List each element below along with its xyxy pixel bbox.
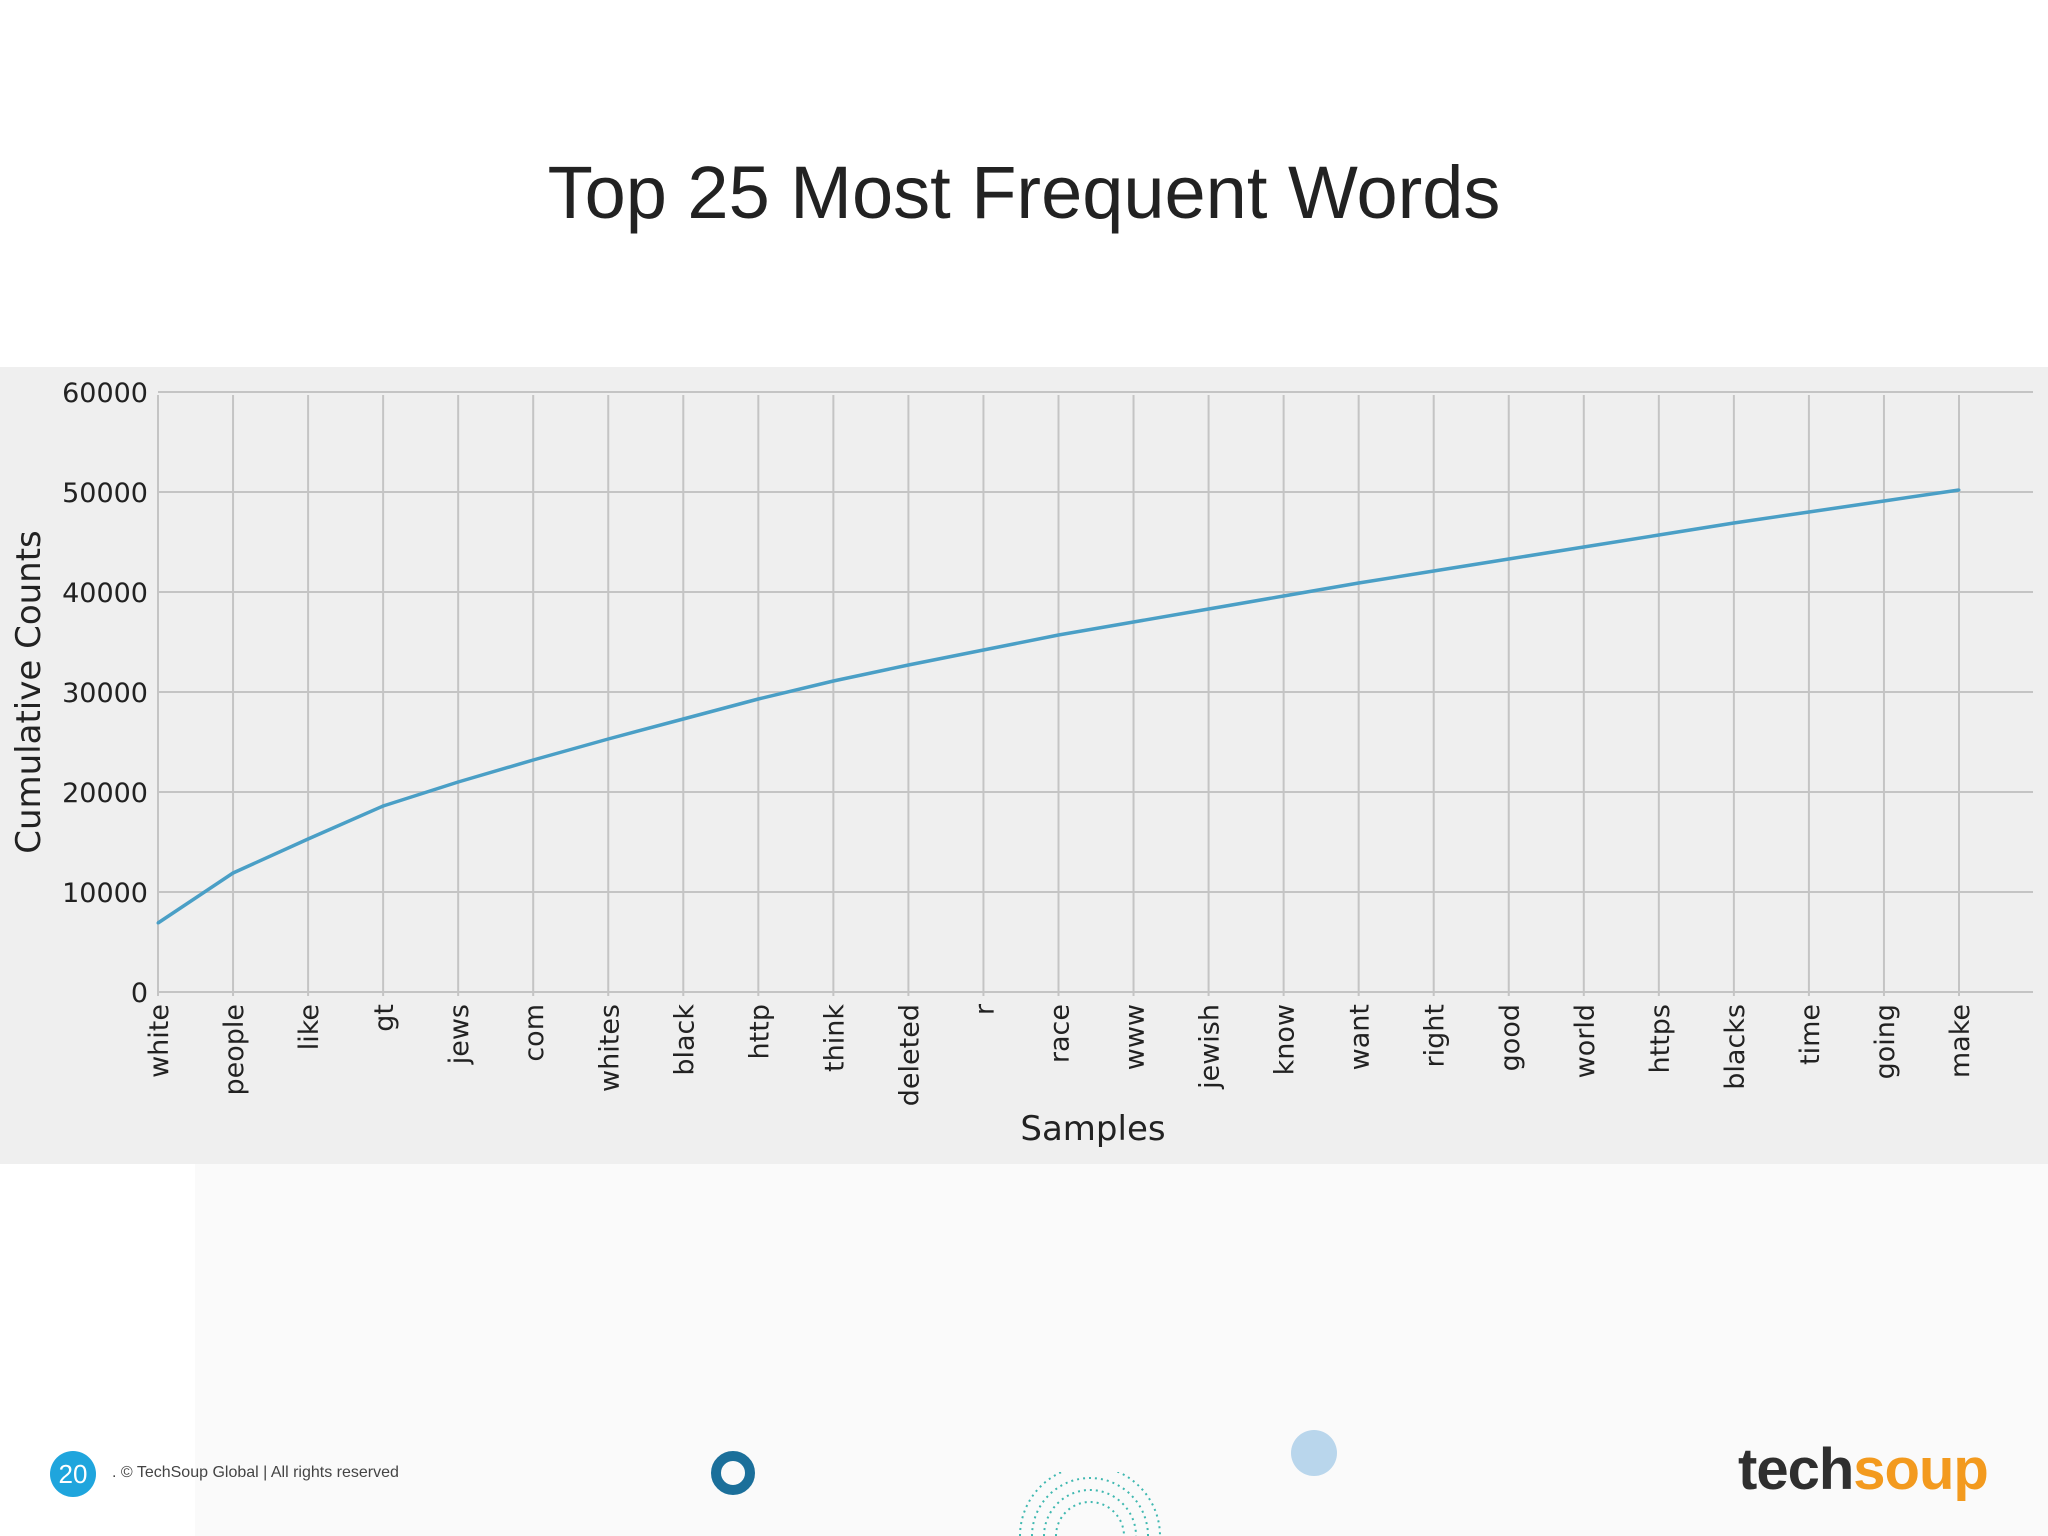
data-point: [906, 663, 910, 667]
data-point: [1207, 607, 1211, 611]
x-tick-label: www: [1120, 1004, 1151, 1070]
y-axis-title: Cumulative Counts: [9, 530, 49, 854]
x-tick-label: white: [144, 1004, 175, 1078]
x-tick-label: com: [519, 1004, 550, 1062]
line-chart: 0 10000 20000 30000 40000 50000 60000 white peo…: [9, 378, 2033, 1149]
data-point: [606, 737, 610, 741]
logo-text-tech: tech: [1738, 1437, 1854, 1502]
ring-decoration-icon: [711, 1451, 755, 1495]
y-tick-label: 60000: [62, 378, 148, 409]
data-point: [231, 871, 235, 875]
dotted-arcs-decoration-icon: [1019, 1472, 1161, 1536]
data-point: [531, 758, 535, 762]
grid-layer: [157, 391, 2033, 996]
y-tick-label: 30000: [62, 678, 148, 709]
data-point: [381, 804, 385, 808]
x-tick-label: like: [294, 1004, 325, 1050]
x-tick-label: world: [1570, 1004, 1601, 1078]
x-tick-label: r: [969, 1003, 1000, 1015]
page-number-badge: 20: [50, 1451, 96, 1497]
circle-decoration-icon: [1291, 1430, 1337, 1476]
slide-title: Top 25 Most Frequent Words: [547, 151, 1501, 234]
x-tick-label: want: [1345, 1004, 1376, 1070]
x-tick-label: jewish: [1195, 1004, 1226, 1090]
x-tick-label: people: [219, 1004, 250, 1096]
data-point: [306, 837, 310, 841]
data-point: [1732, 521, 1736, 525]
x-tick-label: right: [1420, 1004, 1451, 1067]
x-tick-label: https: [1645, 1004, 1676, 1074]
y-tick-label: 0: [131, 978, 148, 1009]
y-tick-labels: 0 10000 20000 30000 40000 50000 60000: [62, 378, 148, 1009]
logo-text-soup: soup: [1853, 1437, 1989, 1502]
footer-background: [195, 1164, 2048, 1536]
x-tick-label: time: [1795, 1004, 1826, 1065]
y-tick-label: 10000: [62, 878, 148, 909]
data-point: [1057, 633, 1060, 637]
x-tick-label: whites: [594, 1004, 625, 1092]
data-point: [1282, 594, 1286, 598]
data-point: [1657, 533, 1661, 537]
data-point: [1357, 581, 1361, 585]
x-tick-label: race: [1045, 1004, 1076, 1063]
data-point: [456, 780, 460, 784]
data-point: [156, 921, 160, 925]
data-point: [1882, 499, 1886, 503]
chart-panel: 0 10000 20000 30000 40000 50000 60000 white peo…: [0, 367, 2048, 1164]
x-tick-labels: white people like gt jews com whites black http t…: [144, 1003, 1976, 1106]
x-tick-label: good: [1495, 1004, 1526, 1071]
y-tick-label: 40000: [62, 578, 148, 609]
y-tick-label: 50000: [62, 478, 148, 509]
series-layer: [156, 488, 1961, 925]
techsoup-logo: techsoup: [1738, 1436, 1989, 1503]
data-point: [756, 697, 760, 701]
data-point: [981, 648, 985, 652]
x-axis-title: Samples: [1020, 1109, 1165, 1149]
data-point: [1957, 488, 1961, 492]
data-point: [1432, 569, 1436, 573]
x-tick-label: deleted: [894, 1004, 925, 1106]
x-tick-label: gt: [369, 1004, 400, 1032]
x-tick-label: jews: [444, 1004, 475, 1065]
data-point: [1807, 510, 1811, 514]
data-point: [1582, 545, 1586, 549]
x-tick-label: blacks: [1720, 1004, 1751, 1090]
x-tick-label: going: [1870, 1004, 1901, 1079]
data-point: [1507, 557, 1511, 561]
data-point: [831, 679, 835, 683]
y-tick-label: 20000: [62, 778, 148, 809]
x-tick-label: think: [819, 1004, 850, 1072]
copyright-text: . © TechSoup Global | All rights reserve…: [112, 1464, 399, 1481]
x-tick-label: know: [1270, 1004, 1301, 1075]
data-point: [1132, 620, 1136, 624]
x-tick-label: http: [744, 1004, 775, 1059]
x-tick-label: black: [669, 1004, 700, 1076]
data-point: [681, 717, 685, 721]
x-tick-label: make: [1945, 1004, 1976, 1078]
